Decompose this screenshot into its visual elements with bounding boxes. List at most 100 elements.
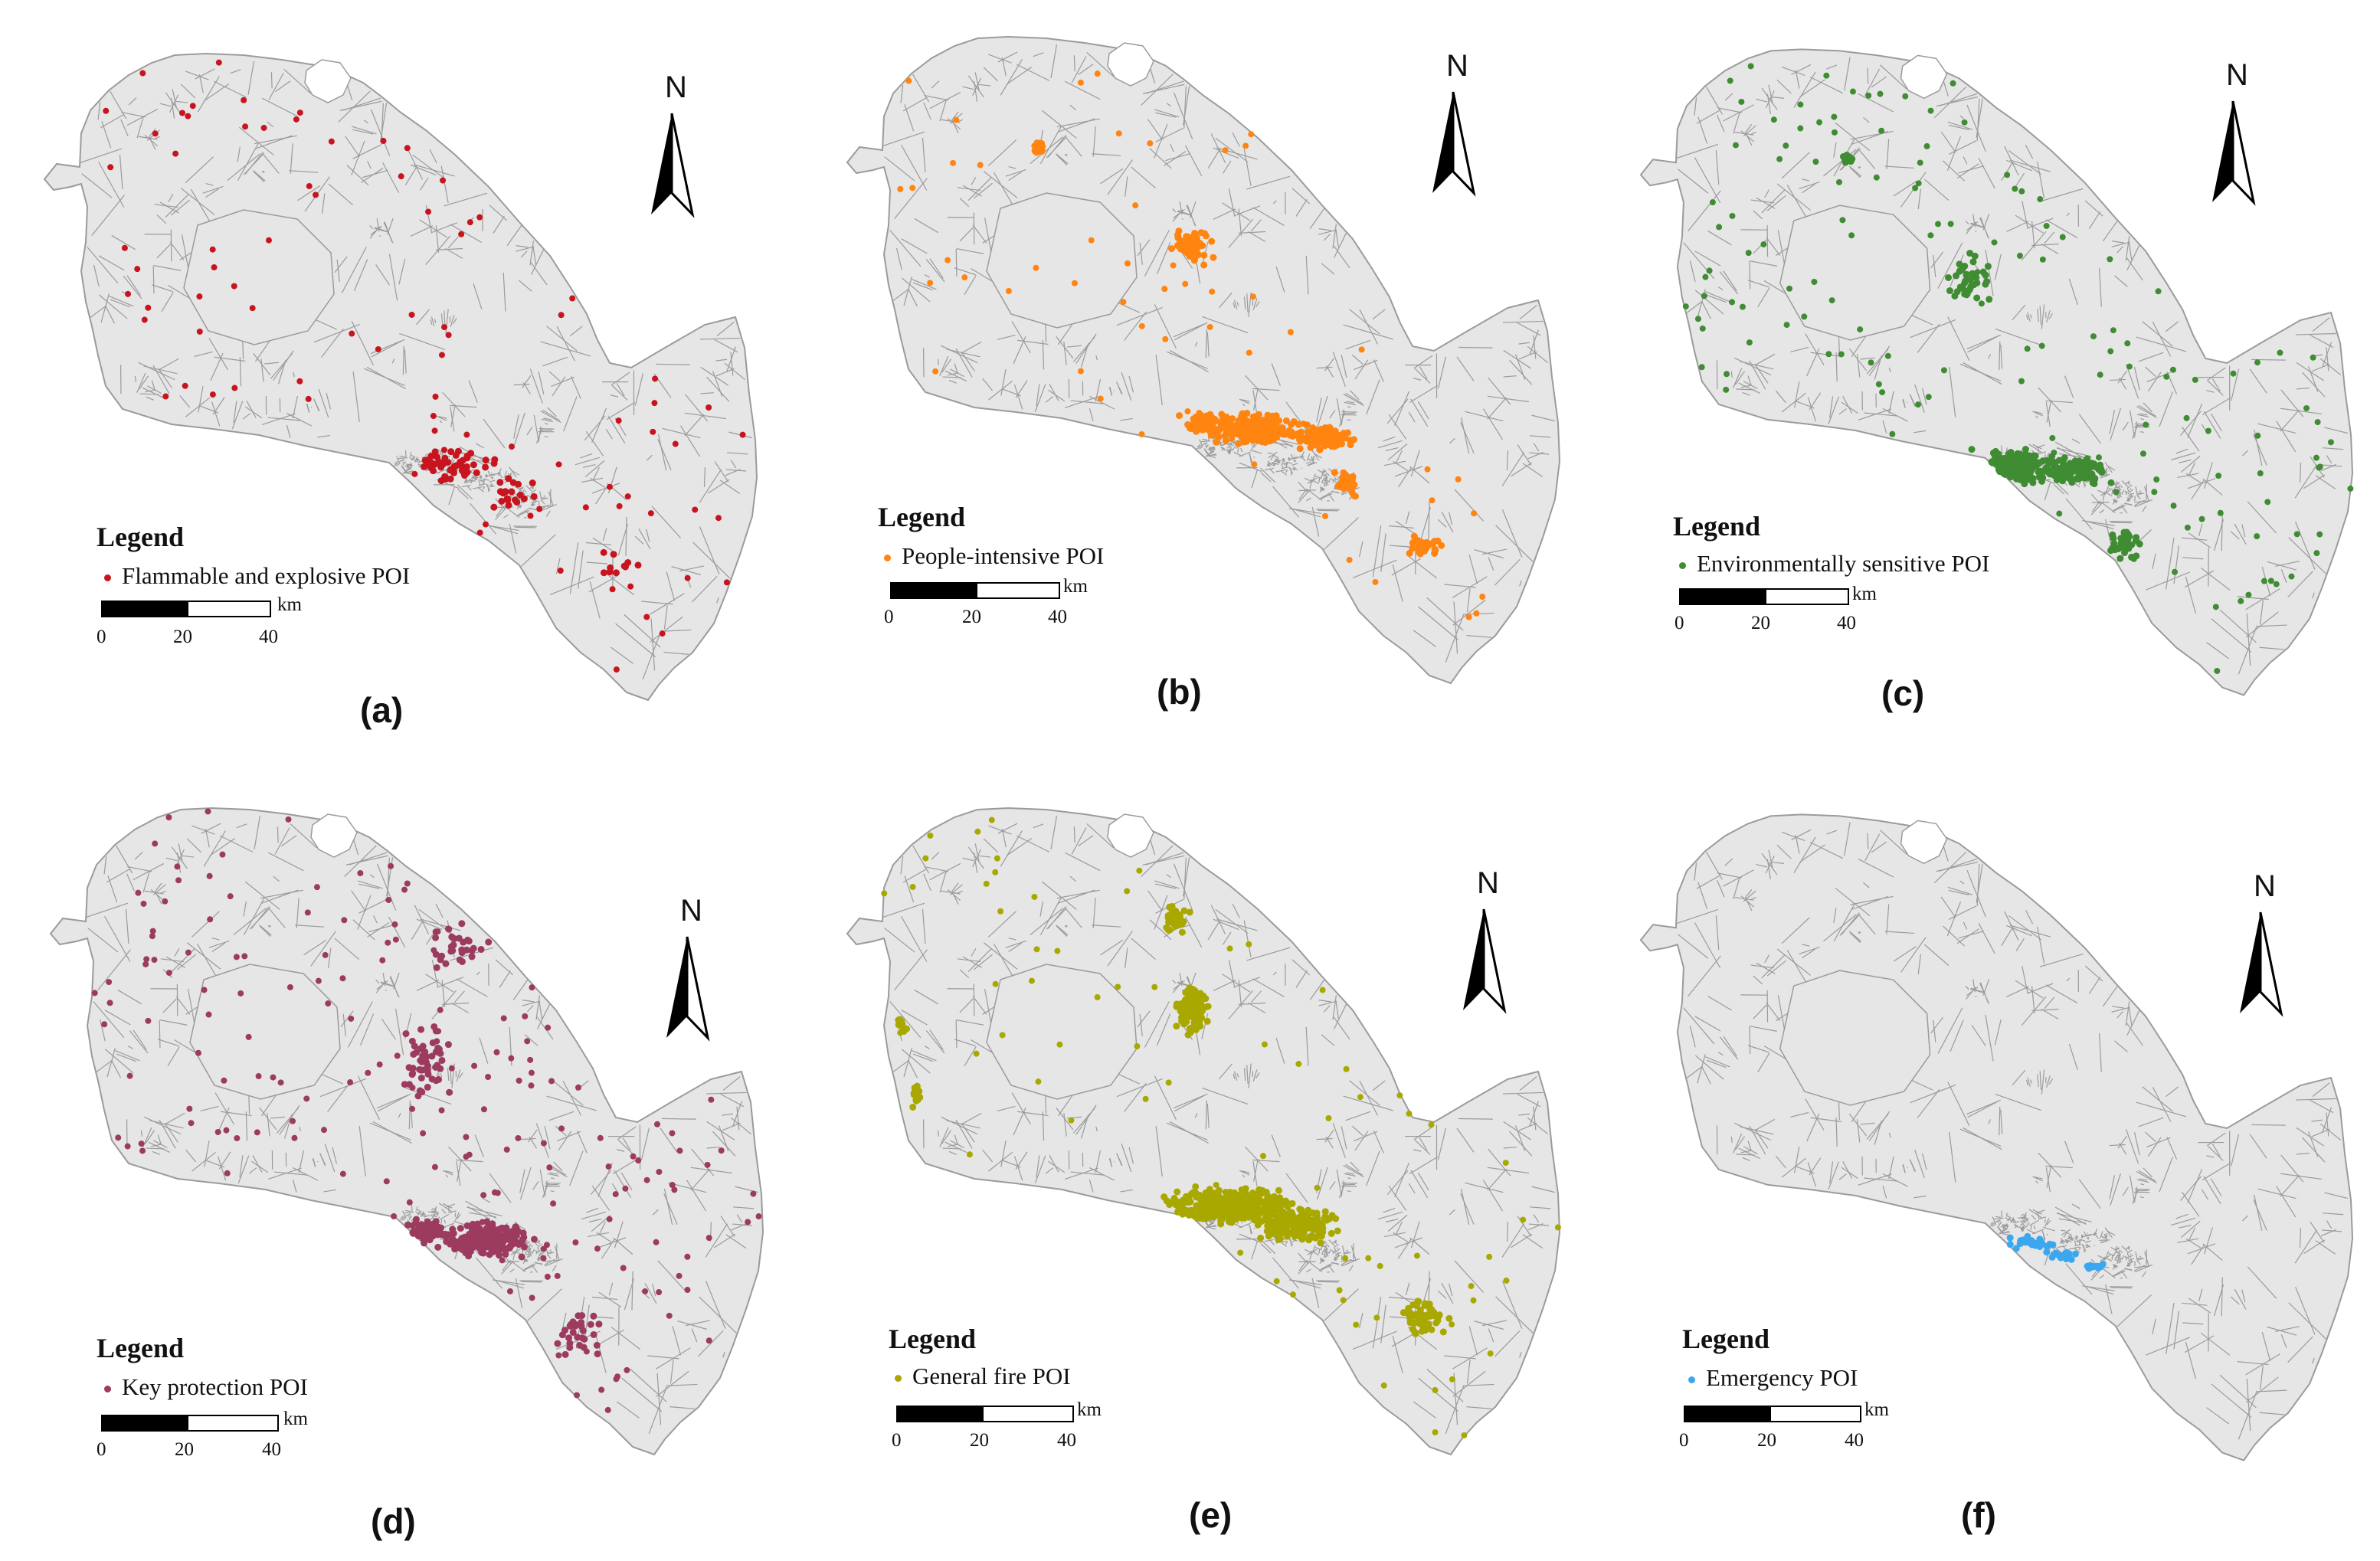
poi-marker <box>2313 550 2320 557</box>
poi-marker <box>172 150 179 157</box>
poi-marker <box>2012 1245 2020 1252</box>
poi-marker <box>2153 476 2160 483</box>
poi-marker <box>2097 371 2103 378</box>
poi-marker <box>1468 1283 1475 1290</box>
poi-marker <box>1841 159 1849 166</box>
poi-marker <box>121 244 128 251</box>
poi-marker <box>1273 434 1281 441</box>
poi-marker <box>1396 1092 1403 1099</box>
poi-marker <box>1115 130 1122 137</box>
poi-marker <box>1334 1227 1341 1235</box>
poi-marker <box>2212 604 2219 610</box>
region-outline <box>1639 813 2354 1461</box>
poi-marker <box>1470 1297 1477 1304</box>
poi-marker <box>433 964 440 971</box>
poi-marker <box>1275 1186 1282 1194</box>
poi-marker <box>1180 907 1188 915</box>
region-outline <box>846 35 1561 685</box>
panel-e: N Legend General fire POI km 0 20 40 (e) <box>794 780 1587 1561</box>
poi-marker <box>1340 432 1347 440</box>
poi-marker <box>2110 535 2117 542</box>
poi-marker <box>1738 98 1745 105</box>
poi-marker <box>499 1224 506 1232</box>
poi-marker <box>1005 288 1012 295</box>
poi-marker <box>205 1011 212 1018</box>
legend-item: Flammable and explosive POI <box>104 562 410 590</box>
scale-bar <box>101 1415 279 1432</box>
poi-marker <box>1175 227 1183 235</box>
poi-marker <box>909 883 916 890</box>
poi-marker <box>2151 489 2158 496</box>
poi-marker <box>2198 515 2205 522</box>
poi-marker <box>438 1056 446 1064</box>
poi-marker <box>1248 131 1255 138</box>
poi-marker <box>1873 174 1880 181</box>
poi-marker <box>2025 473 2032 481</box>
poi-marker <box>209 246 216 253</box>
poi-marker <box>2110 327 2116 334</box>
poi-marker <box>339 975 346 982</box>
poi-marker <box>1282 417 1290 424</box>
poi-marker <box>1222 417 1229 424</box>
poi-marker <box>1783 322 1790 329</box>
poi-marker <box>529 984 535 991</box>
legend-title: Legend <box>1673 511 1761 542</box>
poi-marker <box>241 97 247 103</box>
poi-marker <box>2123 529 2130 536</box>
poi-marker <box>555 1352 562 1359</box>
large-cell <box>1779 970 1931 1106</box>
region-outline <box>846 807 1561 1456</box>
poi-marker <box>376 1061 383 1068</box>
poi-marker <box>1409 1325 1416 1333</box>
poi-marker <box>379 957 386 964</box>
poi-marker <box>565 1334 573 1342</box>
scale-unit: km <box>283 1409 308 1429</box>
poi-marker <box>196 328 203 335</box>
poi-marker <box>2064 1252 2071 1259</box>
poi-marker <box>642 1288 649 1294</box>
poi-marker <box>1247 1192 1255 1199</box>
poi-marker <box>448 1065 455 1072</box>
poi-marker <box>1265 1216 1273 1223</box>
poi-marker <box>505 502 512 509</box>
poi-marker <box>1246 349 1252 356</box>
poi-marker <box>1288 1209 1295 1216</box>
poi-marker <box>420 1130 427 1137</box>
poi-marker <box>485 1234 493 1242</box>
poi-marker <box>1181 996 1189 1004</box>
poi-marker <box>1245 1213 1252 1221</box>
poi-marker <box>510 1239 518 1247</box>
poi-marker <box>349 330 355 337</box>
poi-marker <box>1222 147 1229 154</box>
poi-marker <box>973 1050 980 1057</box>
poi-marker <box>2051 459 2059 466</box>
poi-marker <box>1729 299 1736 306</box>
poi-marker <box>522 1013 529 1019</box>
poi-marker <box>1162 335 1169 342</box>
poi-marker <box>1461 1432 1468 1438</box>
poi-marker <box>1138 322 1145 329</box>
poi-marker <box>1409 545 1416 552</box>
legend-swatch <box>1688 1376 1695 1384</box>
poi-marker <box>1273 1278 1280 1284</box>
poi-marker <box>2049 1241 2057 1248</box>
poi-marker <box>445 925 453 933</box>
legend-swatch <box>1679 562 1686 570</box>
large-cell <box>183 209 335 345</box>
legend-label: People-intensive POI <box>902 542 1105 569</box>
poi-marker <box>2043 222 2050 229</box>
poi-marker <box>441 324 448 331</box>
poi-marker <box>375 345 381 352</box>
poi-marker <box>977 162 984 169</box>
poi-marker <box>1305 1234 1313 1242</box>
poi-marker <box>1271 1219 1278 1226</box>
poi-marker <box>449 947 457 954</box>
poi-marker <box>480 1106 487 1113</box>
region-outline <box>43 52 758 702</box>
legend-title: Legend <box>889 1324 977 1354</box>
poi-marker <box>219 851 226 858</box>
poi-marker <box>1699 325 1706 332</box>
poi-marker <box>1226 945 1233 952</box>
poi-marker <box>508 1055 515 1062</box>
poi-marker <box>1406 1309 1414 1317</box>
